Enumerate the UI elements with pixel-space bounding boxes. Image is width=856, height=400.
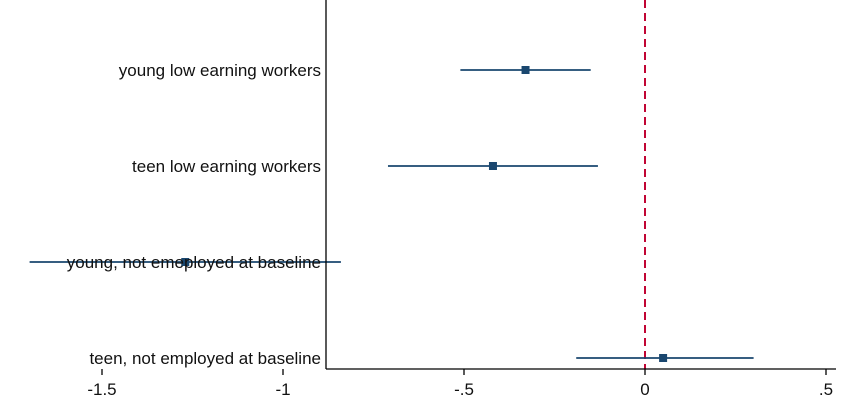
estimate-marker-1 [488, 162, 497, 170]
x-tick-label-2: -.5 [454, 380, 474, 399]
x-tick-label-3: 0 [640, 380, 649, 399]
x-tick-label-4: .5 [819, 380, 833, 399]
x-tick-label-1: -1 [275, 380, 290, 399]
x-tick-label-0: -1.5 [87, 380, 116, 399]
estimate-marker-2 [181, 258, 190, 266]
category-label-3: teen, not employed at baseline [89, 349, 321, 368]
estimate-marker-0 [521, 66, 530, 74]
estimate-marker-3 [659, 354, 668, 362]
category-label-1: teen low earning workers [132, 157, 321, 176]
category-label-0: young low earning workers [119, 61, 321, 80]
category-label-2: young, not emeployed at baseline [67, 253, 321, 272]
